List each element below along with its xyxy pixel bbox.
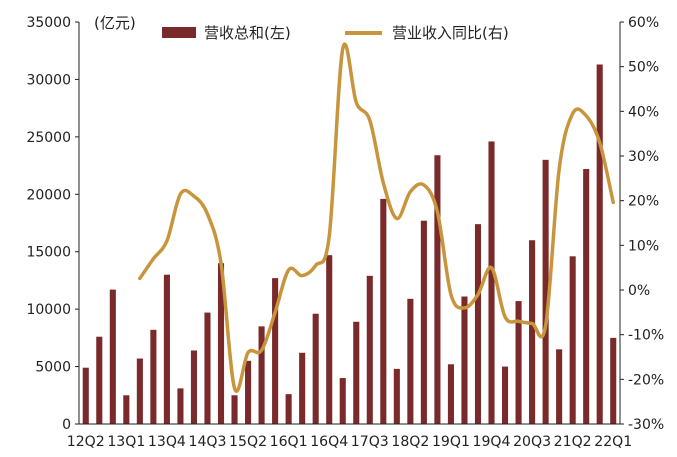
x-axis-ticks: 12Q2 13Q1 13Q4 14Q3 15Q2 16Q1 16Q4 17Q3 18Q2 19Q1… (67, 434, 632, 450)
bar-12Q3 (96, 336, 103, 424)
left-tick-label: 25000 (26, 130, 71, 146)
x-tick-label: 13Q1 (107, 434, 145, 450)
right-axis-ticks: -30% -20% -10% 0% 10% 20% 30% 40% 50% 60% (620, 15, 664, 433)
bar-20Q3 (529, 240, 536, 424)
bar-14Q4 (217, 263, 225, 424)
bar-16Q3 (312, 313, 319, 424)
right-tick-label: 50% (628, 60, 659, 76)
left-tick-label: 5000 (35, 360, 71, 376)
bar-18Q2 (407, 298, 414, 424)
x-tick-label: 12Q2 (67, 434, 105, 450)
x-tick-label: 15Q2 (229, 434, 267, 450)
bar-21Q1 (556, 349, 563, 424)
bar-20Q2 (515, 301, 522, 424)
right-tick-label: -20% (628, 372, 664, 388)
legend-bar-label: 营收总和(左) (204, 24, 291, 42)
legend: 营收总和(左) 营业收入同比(右) (162, 24, 509, 42)
legend-line-label: 营业收入同比(右) (392, 24, 509, 42)
bar-20Q1 (501, 366, 509, 424)
bar-15Q2 (245, 360, 252, 424)
x-tick-label: 13Q4 (148, 434, 186, 450)
bar-17Q3 (366, 275, 373, 424)
bar-13Q4 (163, 274, 170, 424)
bar-21Q3 (583, 169, 590, 424)
bar-13Q2 (136, 358, 143, 424)
bar-12Q4 (109, 289, 116, 424)
left-axis-ticks: 0 5000 10000 15000 20000 25000 30000 35000 (26, 15, 79, 433)
left-tick-label: 0 (62, 417, 71, 433)
x-tick-label: 18Q2 (391, 434, 429, 450)
left-tick-label: 10000 (26, 302, 71, 318)
left-tick-label: 15000 (26, 245, 71, 261)
x-tick-label: 22Q1 (594, 434, 632, 450)
bar-14Q1 (177, 388, 184, 424)
bar-22Q1 (610, 337, 617, 424)
x-tick-label: 19Q1 (432, 434, 470, 450)
bar-19Q2 (461, 296, 468, 424)
line-series (138, 42, 615, 393)
bar-15Q3 (258, 326, 265, 424)
bar-15Q4 (272, 278, 279, 424)
left-axis-unit: (亿元) (94, 14, 136, 32)
right-tick-label: -30% (628, 417, 664, 433)
right-tick-label: 30% (628, 149, 659, 165)
bar-21Q2 (569, 256, 576, 424)
x-tick-label: 16Q4 (310, 434, 348, 450)
bar-19Q4 (488, 141, 495, 424)
x-tick-label: 17Q3 (351, 434, 389, 450)
x-tick-label: 19Q4 (473, 434, 511, 450)
right-tick-label: 60% (628, 15, 659, 31)
right-tick-label: 40% (628, 104, 659, 120)
legend-bar-swatch (162, 27, 196, 38)
bar-14Q2 (190, 350, 198, 424)
bar-19Q1 (447, 364, 454, 424)
bar-19Q3 (474, 224, 482, 424)
bar-16Q4 (326, 255, 333, 424)
left-tick-label: 35000 (26, 15, 71, 31)
bar-15Q1 (231, 395, 238, 424)
bar-18Q1 (393, 368, 400, 424)
right-tick-label: 0% (628, 283, 650, 299)
bar-17Q2 (353, 321, 360, 424)
x-tick-label: 21Q2 (554, 434, 592, 450)
bar-16Q1 (285, 394, 292, 424)
bar-13Q3 (150, 329, 157, 424)
bar-21Q4 (596, 64, 603, 424)
bar-18Q4 (434, 155, 441, 425)
bar-16Q2 (299, 352, 306, 424)
right-tick-label: -10% (628, 328, 664, 344)
x-tick-label: 14Q3 (188, 434, 226, 450)
bar-17Q1 (339, 378, 346, 424)
bar-series (82, 64, 617, 425)
bar-18Q3 (420, 220, 427, 424)
right-tick-label: 20% (628, 194, 659, 210)
x-tick-label: 20Q3 (513, 434, 551, 450)
x-tick-label: 16Q1 (270, 434, 308, 450)
left-tick-label: 30000 (26, 72, 71, 88)
bar-13Q1 (123, 395, 130, 424)
right-tick-label: 10% (628, 238, 659, 254)
bar-12Q2 (82, 367, 89, 424)
bar-17Q4 (380, 198, 387, 424)
left-tick-label: 20000 (26, 187, 71, 203)
bar-14Q3 (204, 312, 211, 424)
bar-20Q4 (542, 159, 549, 424)
